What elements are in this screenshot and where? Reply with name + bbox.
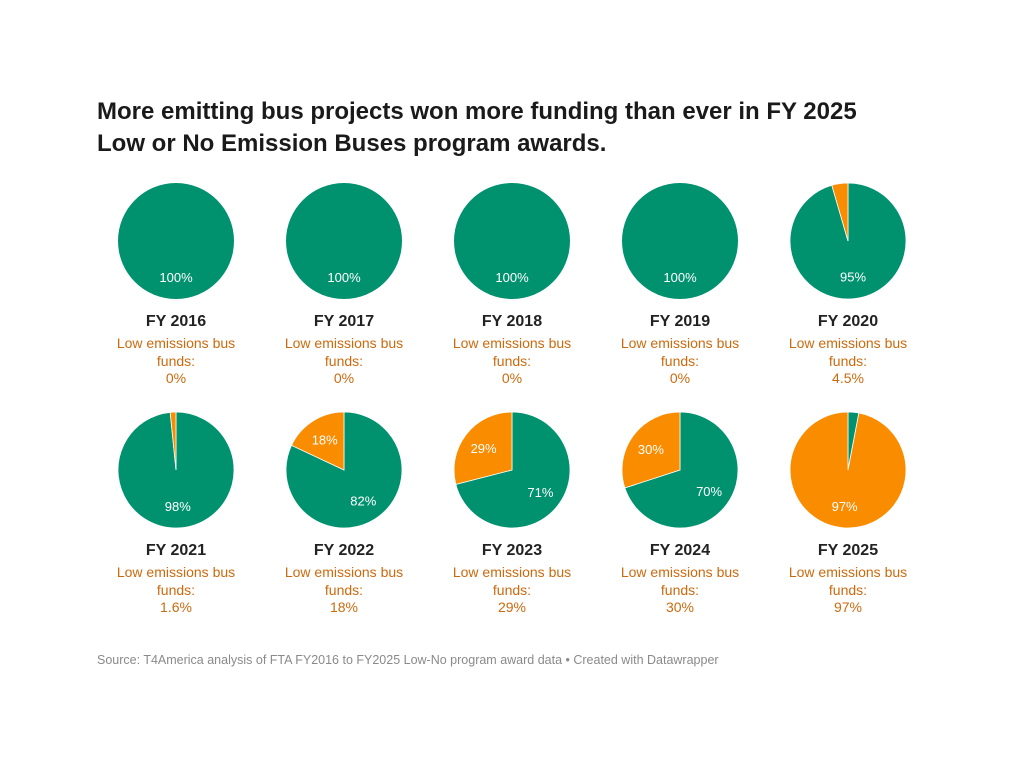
pie-slice-low-emission [169, 411, 177, 471]
caption-value: 0% [501, 370, 523, 386]
caption-value: 30% [665, 599, 695, 615]
year-label: FY 2018 [481, 313, 543, 330]
caption-text: funds: [324, 581, 364, 598]
year-label: FY 2021 [145, 542, 207, 559]
caption-text: funds: [492, 581, 532, 598]
pie-caption: FY 2025 Low emissions bus funds: 97% [764, 542, 932, 617]
caption-text: funds: [660, 352, 700, 369]
caption-value: 29% [497, 599, 527, 615]
year-label: FY 2025 [817, 542, 879, 559]
low-emission-share-caption: Low emissions bus funds: 97% [764, 564, 932, 617]
caption-value: 1.6% [160, 599, 192, 615]
low-emission-share-caption: Low emissions bus funds: 0% [596, 335, 764, 388]
pie-caption: FY 2017 Low emissions bus funds: 0% [260, 313, 428, 388]
low-emission-share-caption: Low emissions bus funds: 0% [92, 335, 260, 388]
low-emission-share-caption: Low emissions bus funds: 30% [596, 564, 764, 617]
caption-value: 0% [165, 370, 187, 386]
caption-text: funds: [156, 581, 196, 598]
caption-value: 18% [329, 599, 359, 615]
caption-value: 0% [333, 370, 355, 386]
pie-label-zero-emission: 98% [165, 499, 191, 514]
low-emission-share-caption: Low emissions bus funds: 1.6% [92, 564, 260, 617]
pie-slice-low-emission [831, 182, 849, 242]
caption-text: Low emissions bus [620, 564, 740, 580]
caption-text: Low emissions bus [620, 335, 740, 351]
year-label: FY 2019 [649, 313, 711, 330]
year-label: FY 2016 [145, 313, 207, 330]
pie-caption: FY 2020 Low emissions bus funds: 4.5% [764, 313, 932, 388]
pie-label-zero-emission: 100% [495, 270, 529, 285]
title-line-1: More emitting bus projects won more fund… [97, 98, 857, 125]
low-emission-share-caption: Low emissions bus funds: 0% [260, 335, 428, 388]
pie-label-zero-emission: 100% [159, 270, 193, 285]
caption-value: 4.5% [832, 370, 864, 386]
caption-text: Low emissions bus [116, 564, 236, 580]
caption-text: Low emissions bus [284, 564, 404, 580]
pie-slice-low-emission [621, 411, 681, 489]
year-label: FY 2022 [313, 542, 375, 559]
low-emission-share-caption: Low emissions bus funds: 18% [260, 564, 428, 617]
pie-caption: FY 2019 Low emissions bus funds: 0% [596, 313, 764, 388]
chart-title: More emitting bus projects won more fund… [97, 96, 937, 160]
pie-slice-low-emission [453, 411, 513, 485]
pie-slice-zero-emission [454, 183, 570, 299]
caption-text: Low emissions bus [452, 335, 572, 351]
caption-text: funds: [324, 352, 364, 369]
year-label: FY 2017 [313, 313, 375, 330]
pie-label-low-emission: 97% [832, 499, 858, 514]
pie-label-low-emission: 18% [312, 433, 338, 448]
pie-slice-zero-emission [118, 183, 234, 299]
caption-text: Low emissions bus [788, 335, 908, 351]
caption-text: Low emissions bus [284, 335, 404, 351]
pie-slice-zero-emission [286, 183, 402, 299]
caption-text: Low emissions bus [788, 564, 908, 580]
low-emission-share-caption: Low emissions bus funds: 4.5% [764, 335, 932, 388]
pie-grid: 100% 100% 100% 100% 95% 98% 82% 18% 71% 29% 70% 30%… [117, 182, 907, 529]
title-line-2: Low or No Emission Buses program awards. [97, 130, 607, 157]
caption-text: funds: [156, 352, 196, 369]
pie-caption: FY 2023 Low emissions bus funds: 29% [428, 542, 596, 617]
pie-label-low-emission: 30% [638, 442, 664, 457]
caption-value: 0% [669, 370, 691, 386]
pie-label-zero-emission: 70% [696, 484, 722, 499]
pie-label-zero-emission: 100% [663, 270, 697, 285]
pie-label-low-emission: 29% [471, 441, 497, 456]
pie-slice-zero-emission [624, 411, 739, 529]
pie-caption: FY 2018 Low emissions bus funds: 0% [428, 313, 596, 388]
pie-label-zero-emission: 95% [840, 270, 866, 285]
caption-value: 97% [833, 599, 863, 615]
pie-label-zero-emission: 82% [350, 493, 376, 508]
year-label: FY 2023 [481, 542, 543, 559]
caption-text: funds: [828, 352, 868, 369]
caption-text: Low emissions bus [116, 335, 236, 351]
pie-slice-low-emission [290, 411, 345, 471]
low-emission-share-caption: Low emissions bus funds: 0% [428, 335, 596, 388]
caption-text: funds: [492, 352, 532, 369]
pie-caption: FY 2022 Low emissions bus funds: 18% [260, 542, 428, 617]
pie-label-zero-emission: 100% [327, 270, 361, 285]
source-note: Source: T4America analysis of FTA FY2016… [97, 653, 719, 667]
pie-slice-zero-emission [285, 411, 403, 529]
pie-slice-zero-emission [455, 411, 571, 529]
pie-slice-low-emission [789, 411, 907, 529]
pie-caption: FY 2021 Low emissions bus funds: 1.6% [92, 542, 260, 617]
caption-text: Low emissions bus [452, 564, 572, 580]
pie-label-zero-emission: 71% [527, 485, 553, 500]
year-label: FY 2020 [817, 313, 879, 330]
pie-caption: FY 2016 Low emissions bus funds: 0% [92, 313, 260, 388]
year-label: FY 2024 [649, 542, 711, 559]
pie-caption: FY 2024 Low emissions bus funds: 30% [596, 542, 764, 617]
low-emission-share-caption: Low emissions bus funds: 29% [428, 564, 596, 617]
caption-text: funds: [828, 581, 868, 598]
pie-slice-zero-emission [622, 183, 738, 299]
caption-text: funds: [660, 581, 700, 598]
